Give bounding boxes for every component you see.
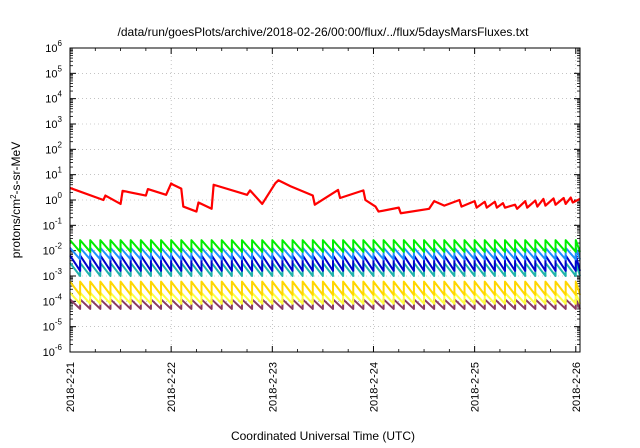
y-tick-label-base: 10 bbox=[45, 94, 57, 106]
y-tick-label-exp: 0 bbox=[58, 191, 63, 200]
x-axis-title: Coordinated Universal Time (UTC) bbox=[231, 429, 415, 443]
y-tick-label: 10-5 bbox=[43, 318, 63, 334]
y-tick-label-exp: 3 bbox=[58, 115, 63, 124]
series-band-line bbox=[69, 261, 581, 277]
y-tick-label-base: 10 bbox=[45, 195, 57, 207]
y-tick-label-base: 10 bbox=[43, 296, 55, 308]
y-tick-label-exp: 4 bbox=[58, 90, 63, 99]
x-tick-label: 2018-2-24 bbox=[368, 362, 380, 412]
y-tick-label: 10-4 bbox=[43, 292, 63, 308]
y-tick-label: 106 bbox=[45, 39, 62, 55]
y-axis-title-prefix: protons/cm bbox=[9, 199, 23, 258]
x-tick-label: 2018-2-23 bbox=[267, 362, 279, 412]
y-tick-label-exp: 6 bbox=[58, 39, 63, 48]
y-tick-label-base: 10 bbox=[45, 170, 57, 182]
y-tick-label: 10-3 bbox=[43, 267, 63, 283]
y-tick-label-base: 10 bbox=[45, 43, 57, 55]
y-tick-label-base: 10 bbox=[43, 322, 55, 334]
series-band-line bbox=[69, 246, 581, 261]
y-axis-title: protons/cm2-s-sr-MeV bbox=[9, 142, 24, 258]
y-axis-title-sup: 2 bbox=[9, 194, 18, 199]
y-tick-label-exp: 1 bbox=[58, 166, 63, 175]
series-band-line bbox=[69, 254, 581, 272]
y-tick-label: 105 bbox=[45, 64, 62, 80]
y-tick-label-exp: -3 bbox=[55, 267, 63, 276]
y-tick-label-exp: 2 bbox=[58, 140, 63, 149]
y-tick-label-base: 10 bbox=[45, 144, 57, 156]
y-axis-title-suffix: -s-sr-MeV bbox=[9, 142, 23, 195]
x-tick-label: 2018-2-22 bbox=[166, 362, 178, 412]
y-tick-label-base: 10 bbox=[43, 347, 55, 359]
y-tick-label: 101 bbox=[45, 166, 62, 182]
chart-title: /data/run/goesPlots/archive/2018-02-26/0… bbox=[118, 25, 530, 39]
y-tick-label-base: 10 bbox=[45, 119, 57, 131]
y-tick-label: 10-2 bbox=[43, 242, 63, 258]
y-tick-label-exp: -4 bbox=[55, 292, 63, 301]
x-tick-label: 2018-2-25 bbox=[470, 362, 482, 412]
y-tick-label: 10-1 bbox=[43, 216, 63, 232]
x-tick-label: 2018-2-21 bbox=[65, 362, 77, 412]
y-tick-label: 103 bbox=[45, 115, 62, 131]
y-tick-label: 10-6 bbox=[43, 343, 63, 359]
x-tick-labels: 2018-2-21 2018-2-22 2018-2-23 2018-2-24 2018… bbox=[65, 362, 583, 412]
series-band-line bbox=[69, 291, 581, 305]
series-band-line bbox=[69, 280, 581, 296]
series-band-line bbox=[69, 239, 581, 253]
y-tick-label-exp: -1 bbox=[55, 216, 63, 225]
y-tick-label-base: 10 bbox=[45, 68, 57, 80]
y-tick-label-exp: 5 bbox=[58, 64, 63, 73]
y-tick-label: 102 bbox=[45, 140, 62, 156]
y-tick-labels: 10-610-510-410-310-210-11001011021031041… bbox=[43, 39, 63, 359]
y-tick-label-base: 10 bbox=[43, 220, 55, 232]
y-tick-label-exp: -2 bbox=[55, 242, 63, 251]
plot-frame bbox=[69, 47, 581, 353]
y-tick-label-base: 10 bbox=[43, 246, 55, 258]
y-tick-label-exp: -6 bbox=[55, 343, 63, 352]
y-tick-label: 104 bbox=[45, 90, 62, 106]
y-tick-label-exp: -5 bbox=[55, 318, 63, 327]
series-layer bbox=[69, 179, 581, 310]
y-tick-label-base: 10 bbox=[43, 271, 55, 283]
y-tick-label: 100 bbox=[45, 191, 62, 207]
series-band-line bbox=[69, 298, 581, 310]
series-line bbox=[69, 179, 581, 215]
x-tick-label: 2018-2-26 bbox=[571, 362, 583, 412]
